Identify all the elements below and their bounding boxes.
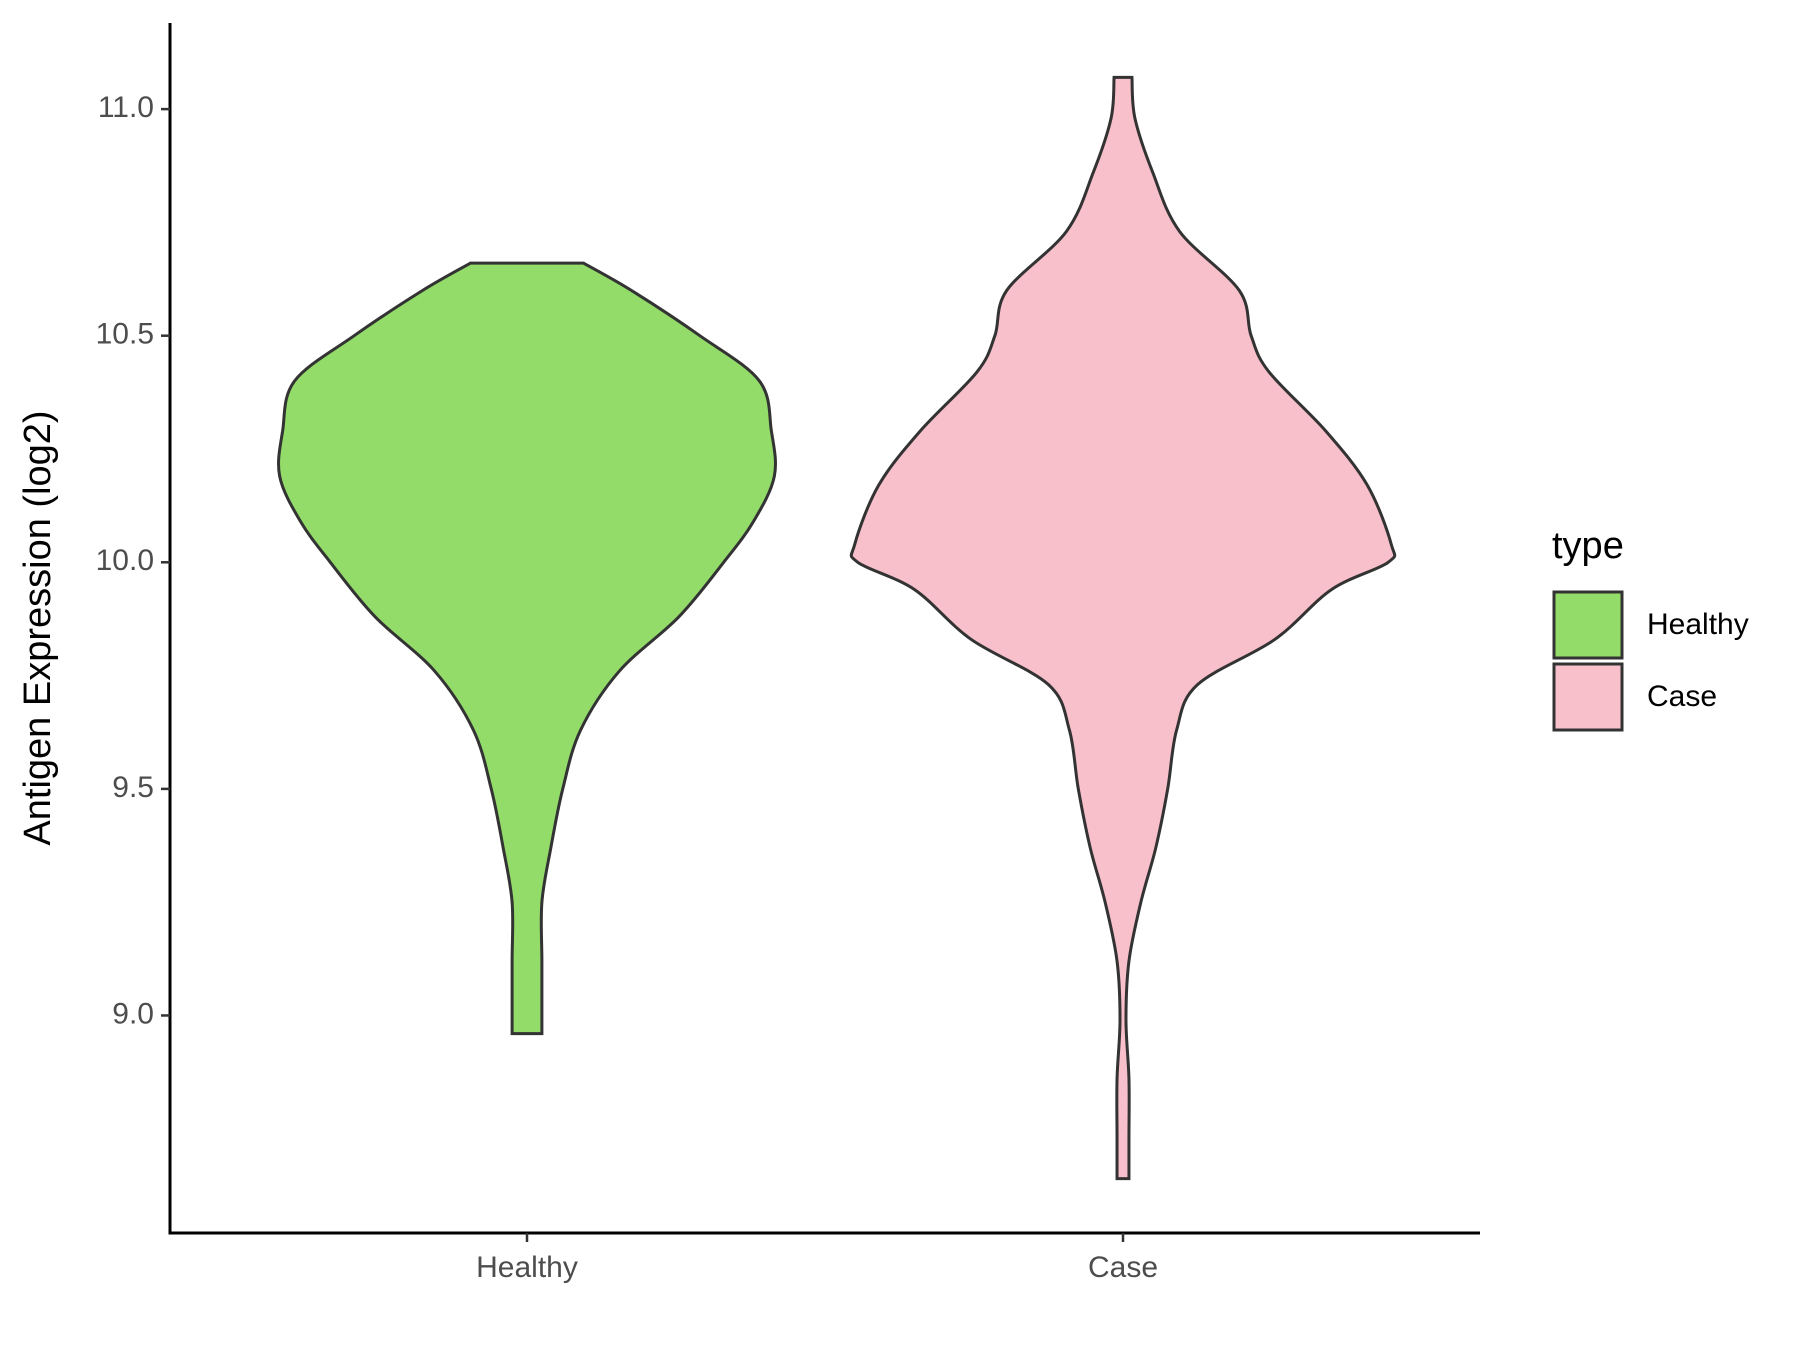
y-tick-label: 10.0 [96,544,154,577]
violin [277,261,777,1036]
legend-title: type [1552,525,1624,567]
violin [849,75,1397,1181]
x-tick-label: Case [1088,1251,1158,1284]
legend-label: Healthy [1647,608,1749,641]
y-tick-label: 9.0 [112,997,154,1030]
y-tick-label: 9.5 [112,771,154,804]
y-axis-title: Antigen Expression (log2) [17,410,59,845]
legend-label: Case [1647,680,1717,713]
legend-key [1552,662,1624,732]
x-tick-label: Healthy [476,1251,578,1284]
y-tick-label: 11.0 [98,91,154,124]
legend-key [1552,590,1624,660]
y-tick-label: 10.5 [96,318,154,351]
